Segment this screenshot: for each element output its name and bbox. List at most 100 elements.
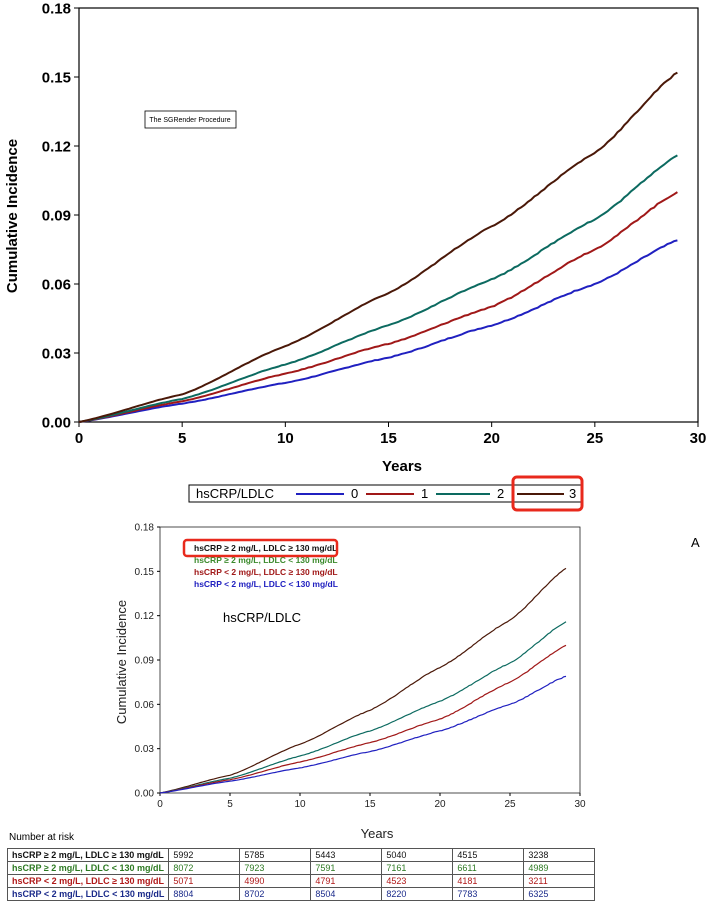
legend-label-2: 2 xyxy=(497,486,504,501)
series-line-0 xyxy=(78,239,678,423)
x-tick-label: 20 xyxy=(483,430,500,447)
x-tick-label: 25 xyxy=(586,430,603,447)
series-line-2 xyxy=(78,154,678,423)
risk-cell: 7923 xyxy=(239,861,312,875)
risk-cell: 4989 xyxy=(523,861,596,875)
bottom-legend: hsCRP ≥ 2 mg/L, LDLC ≥ 130 mg/dL hsCRP ≥… xyxy=(182,538,339,589)
bottom-y-axis-title: Cumulative Incidence xyxy=(114,600,129,724)
risk-table-row: hsCRP < 2 mg/L, LDLC ≥ 130 mg/dL 5071 4990… xyxy=(6,874,596,888)
risk-row-label: hsCRP < 2 mg/L, LDLC < 130 mg/dL xyxy=(6,887,170,901)
top-legend-title: hsCRP/LDLC xyxy=(196,486,274,501)
risk-cell: 6611 xyxy=(452,861,525,875)
y-tick-label: 0.03 xyxy=(135,744,155,755)
risk-cell: 4791 xyxy=(310,874,383,888)
y-tick-label: 0.18 xyxy=(42,0,71,17)
risk-cell: 4523 xyxy=(381,874,454,888)
series-line-3 xyxy=(159,675,567,794)
risk-cell: 7591 xyxy=(310,861,383,875)
x-tick-label: 30 xyxy=(574,799,586,810)
x-tick-label: 0 xyxy=(157,799,163,810)
bottom-chart: 0.00 0.03 0.06 0.09 0.12 0.15 0.18 0 5 10 15 20 25 3… xyxy=(114,523,700,842)
top-y-axis-title: Cumulative Incidence xyxy=(4,139,21,293)
x-tick-label: 0 xyxy=(75,430,83,447)
risk-table-row: hsCRP ≥ 2 mg/L, LDLC ≥ 130 mg/dL 5992 5785… xyxy=(6,848,596,862)
risk-cell: 8702 xyxy=(239,887,312,901)
risk-cell: 7783 xyxy=(452,887,525,901)
y-tick-label: 0.03 xyxy=(42,345,71,362)
risk-table-row: hsCRP < 2 mg/L, LDLC < 130 mg/dL 8804 8702… xyxy=(6,887,596,901)
bottom-legend-label-2: hsCRP < 2 mg/L, LDLC ≥ 130 mg/dL xyxy=(194,567,338,577)
risk-cell: 4515 xyxy=(452,848,525,862)
risk-cell: 5071 xyxy=(168,874,241,888)
risk-table: hsCRP ≥ 2 mg/L, LDLC ≥ 130 mg/dL 5992 5785… xyxy=(6,848,596,901)
y-tick-label: 0.18 xyxy=(135,523,155,534)
bottom-legend-label-0: hsCRP ≥ 2 mg/L, LDLC ≥ 130 mg/dL xyxy=(194,543,337,553)
risk-row-label: hsCRP < 2 mg/L, LDLC ≥ 130 mg/dL xyxy=(6,874,170,888)
risk-cell: 7161 xyxy=(381,861,454,875)
x-tick-label: 25 xyxy=(504,799,516,810)
series-line-2 xyxy=(159,644,567,794)
legend-label-3: 3 xyxy=(569,486,576,501)
series-line-1 xyxy=(159,621,567,794)
top-x-axis-title: Years xyxy=(382,458,422,475)
highlight-box-series xyxy=(182,538,339,558)
risk-cell: 5443 xyxy=(310,848,383,862)
series-line-1 xyxy=(78,191,678,423)
risk-cell: 5040 xyxy=(381,848,454,862)
y-tick-label: 0.09 xyxy=(135,656,155,667)
risk-cell: 8072 xyxy=(168,861,241,875)
risk-cell: 5785 xyxy=(239,848,312,862)
y-tick-label: 0.12 xyxy=(135,611,155,622)
x-tick-label: 5 xyxy=(227,799,233,810)
bottom-x-axis-title: Years xyxy=(361,826,394,841)
risk-row-label: hsCRP ≥ 2 mg/L, LDLC < 130 mg/dL xyxy=(6,861,170,875)
risk-cell: 4990 xyxy=(239,874,312,888)
bottom-x-ticks: 0 5 10 15 20 25 30 xyxy=(157,793,586,810)
risk-table-row: hsCRP ≥ 2 mg/L, LDLC < 130 mg/dL 8072 7923… xyxy=(6,861,596,875)
x-tick-label: 10 xyxy=(277,430,294,447)
risk-cell: 8504 xyxy=(310,887,383,901)
risk-cell: 8220 xyxy=(381,887,454,901)
bottom-series-lines xyxy=(159,567,567,794)
y-tick-label: 0.12 xyxy=(42,138,71,155)
series-line-0 xyxy=(159,567,567,794)
x-tick-label: 5 xyxy=(178,430,186,447)
risk-cell: 3238 xyxy=(523,848,596,862)
top-chart: 0.000.030.060.090.120.150.18 0 5 10 15 20 25 3… xyxy=(4,0,707,512)
y-tick-label: 0.06 xyxy=(42,276,71,293)
top-legend: hsCRP/LDLC 0 1 2 3 xyxy=(188,475,584,512)
top-plot-frame xyxy=(78,7,699,423)
top-x-ticks: 0 5 10 15 20 25 30 xyxy=(75,422,707,447)
legend-label-0: 0 xyxy=(351,486,358,501)
legend-label-1: 1 xyxy=(421,486,428,501)
series-line-3 xyxy=(78,71,678,423)
top-y-ticks: 0.00 0.03 0.06 0.09 0.12 0.15 0.18 xyxy=(42,0,79,431)
risk-cell: 3211 xyxy=(523,874,596,888)
bottom-y-ticks: 0.00 0.03 0.06 0.09 0.12 0.15 0.18 xyxy=(135,523,160,800)
y-tick-label: 0.00 xyxy=(135,789,155,800)
bottom-legend-label-3: hsCRP < 2 mg/L, LDLC < 130 mg/dL xyxy=(194,579,338,589)
risk-cell: 8804 xyxy=(168,887,241,901)
y-tick-label: 0.15 xyxy=(135,567,155,578)
x-tick-label: 30 xyxy=(690,430,707,447)
risk-row-label: hsCRP ≥ 2 mg/L, LDLC ≥ 130 mg/dL xyxy=(6,848,170,862)
x-tick-label: 15 xyxy=(364,799,376,810)
top-series-lines xyxy=(78,71,678,423)
risk-cell: 6325 xyxy=(523,887,596,901)
risk-cell: 5992 xyxy=(168,848,241,862)
y-tick-label: 0.00 xyxy=(42,414,71,431)
risk-cell: 4181 xyxy=(452,874,525,888)
x-tick-label: 10 xyxy=(294,799,306,810)
y-tick-label: 0.09 xyxy=(42,207,71,224)
risk-table-title: Number at risk xyxy=(9,832,75,843)
x-tick-label: 20 xyxy=(434,799,446,810)
panel-label: A xyxy=(691,535,700,550)
x-tick-label: 15 xyxy=(380,430,397,447)
bottom-legend-label-1: hsCRP ≥ 2 mg/L, LDLC < 130 mg/dL xyxy=(194,555,338,565)
sgrender-note: The SGRender Procedure xyxy=(149,117,230,124)
y-tick-label: 0.15 xyxy=(42,69,71,86)
bottom-legend-title: hsCRP/LDLC xyxy=(223,610,301,625)
sgrender-note-box xyxy=(144,110,237,129)
y-tick-label: 0.06 xyxy=(135,700,155,711)
